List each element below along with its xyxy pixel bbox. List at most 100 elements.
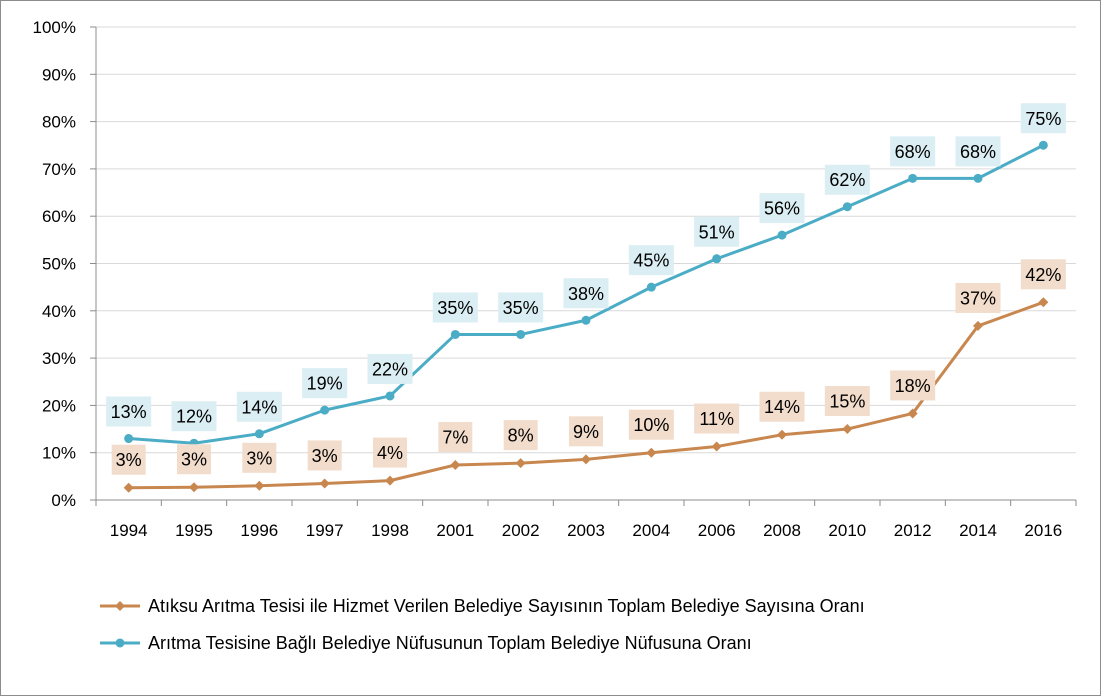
data-label-text: 35% bbox=[503, 298, 539, 318]
x-tick-label: 1995 bbox=[175, 521, 213, 540]
data-label: 10% bbox=[628, 409, 674, 440]
x-tick-label: 2003 bbox=[567, 521, 605, 540]
x-tick-label: 1998 bbox=[371, 521, 409, 540]
data-label-box bbox=[569, 416, 603, 447]
data-label-text: 3% bbox=[246, 448, 272, 468]
x-tick-label: 1996 bbox=[240, 521, 278, 540]
data-label-box bbox=[111, 444, 146, 475]
data-label-text: 35% bbox=[437, 298, 473, 318]
data-label-text: 42% bbox=[1025, 265, 1061, 285]
data-point bbox=[973, 173, 983, 183]
data-point bbox=[581, 315, 591, 325]
data-point bbox=[320, 405, 330, 415]
data-point bbox=[842, 202, 852, 212]
data-label-box bbox=[824, 386, 870, 417]
data-label-box bbox=[890, 370, 936, 401]
x-tick-label: 2006 bbox=[698, 521, 736, 540]
data-label-text: 3% bbox=[116, 450, 142, 470]
y-tick-label: 80% bbox=[42, 113, 76, 132]
data-point bbox=[842, 424, 853, 435]
x-tick-label: 1994 bbox=[110, 521, 148, 540]
data-label: 3% bbox=[111, 444, 146, 475]
data-label: 19% bbox=[302, 368, 348, 399]
data-point bbox=[646, 447, 657, 458]
x-tick-label: 1997 bbox=[306, 521, 344, 540]
data-point bbox=[450, 459, 461, 470]
data-label: 3% bbox=[307, 440, 342, 471]
data-label: 7% bbox=[438, 421, 473, 452]
data-label-text: 18% bbox=[895, 376, 931, 396]
data-label-box bbox=[302, 368, 348, 399]
y-tick-label: 10% bbox=[42, 444, 76, 463]
data-label-box bbox=[307, 440, 342, 471]
data-point bbox=[123, 482, 134, 493]
data-point bbox=[973, 320, 983, 331]
data-label: 4% bbox=[373, 437, 407, 468]
data-point bbox=[189, 482, 199, 493]
y-tick-label: 40% bbox=[42, 302, 76, 321]
data-label: 8% bbox=[503, 420, 538, 451]
data-label-text: 75% bbox=[1025, 109, 1061, 129]
data-label: 15% bbox=[824, 386, 870, 417]
data-point bbox=[385, 391, 395, 401]
data-label: 3% bbox=[177, 444, 211, 475]
data-label-text: 9% bbox=[573, 422, 599, 442]
data-label: 38% bbox=[563, 278, 609, 309]
data-label-text: 68% bbox=[960, 142, 996, 162]
x-tick-label: 2012 bbox=[894, 521, 932, 540]
data-label: 45% bbox=[628, 245, 674, 276]
data-point bbox=[450, 329, 460, 339]
data-point bbox=[319, 478, 330, 489]
data-label: 42% bbox=[1020, 259, 1066, 290]
data-label-box bbox=[890, 136, 936, 167]
data-label-text: 62% bbox=[829, 170, 865, 190]
data-point bbox=[115, 638, 125, 648]
legend-item-1: Atıksu Arıtma Tesisi ile Hizmet Verilen … bbox=[100, 596, 865, 616]
data-point bbox=[711, 441, 722, 452]
data-label-box bbox=[628, 409, 674, 440]
data-label: 35% bbox=[432, 292, 478, 323]
data-label-text: 45% bbox=[633, 251, 669, 271]
data-label: 13% bbox=[106, 396, 152, 427]
x-tick-label: 2010 bbox=[828, 521, 866, 540]
data-point bbox=[908, 173, 918, 183]
data-label-text: 22% bbox=[372, 359, 408, 379]
legend-label: Atıksu Arıtma Tesisi ile Hizmet Verilen … bbox=[148, 596, 865, 616]
data-point bbox=[907, 408, 918, 419]
series-1 bbox=[123, 297, 1049, 493]
data-labels-layer: 13% 12% 14% 19% 22% 35% 35% 38% 45% 51% 56% 62% 68% 6… bbox=[106, 103, 1066, 475]
data-point bbox=[646, 282, 656, 292]
x-axis-ticks: 1994 1995 1996 1997 1998 2001 2002 2003 2004 2006… bbox=[95, 500, 1077, 540]
data-label-text: 14% bbox=[764, 397, 800, 417]
y-axis-ticks: 0% 10% 20% 30% 40% 50% 60% 70% 80% 90% 100% bbox=[33, 18, 96, 510]
data-label-box bbox=[106, 396, 152, 427]
y-tick-label: 100% bbox=[33, 18, 76, 37]
data-label: 22% bbox=[367, 353, 413, 384]
data-label: 14% bbox=[236, 391, 282, 422]
data-point bbox=[777, 230, 787, 240]
data-point bbox=[777, 429, 787, 440]
data-label: 37% bbox=[955, 282, 1001, 313]
data-label: 14% bbox=[759, 391, 805, 422]
data-point bbox=[1038, 297, 1049, 308]
data-label-text: 11% bbox=[699, 409, 734, 429]
data-label-box bbox=[824, 164, 870, 195]
data-label: 11% bbox=[694, 403, 740, 434]
data-label-box bbox=[759, 391, 805, 422]
data-label-text: 13% bbox=[111, 402, 147, 422]
data-label-box bbox=[242, 442, 277, 473]
data-label: 51% bbox=[694, 216, 740, 247]
y-tick-label: 90% bbox=[42, 65, 76, 84]
data-label-text: 15% bbox=[829, 392, 865, 412]
y-tick-label: 50% bbox=[42, 255, 76, 274]
data-label-text: 37% bbox=[960, 288, 996, 308]
data-point bbox=[712, 254, 722, 264]
data-point bbox=[254, 429, 264, 439]
data-label-text: 68% bbox=[895, 142, 931, 162]
y-tick-label: 30% bbox=[42, 349, 76, 368]
series-2 bbox=[124, 140, 1048, 448]
data-label-box bbox=[694, 403, 740, 434]
data-label-text: 4% bbox=[377, 443, 403, 463]
